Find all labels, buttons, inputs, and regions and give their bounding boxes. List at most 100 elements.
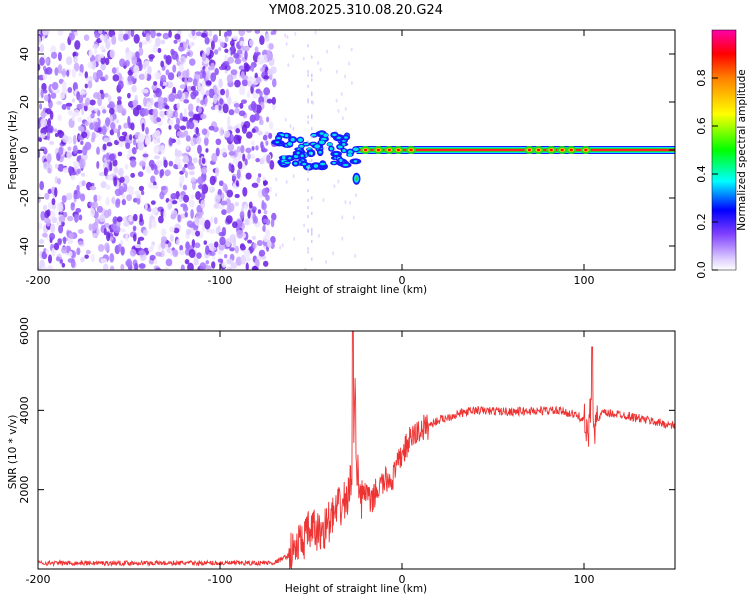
noise-blob (134, 190, 141, 196)
noise-blob (248, 39, 254, 47)
noise-blob (103, 92, 109, 98)
signal-blob (318, 150, 322, 154)
noise-blob (188, 121, 195, 130)
signal-blob (276, 137, 281, 140)
noise-blob (113, 128, 119, 134)
noise-blob (127, 30, 132, 37)
noise-blob (201, 166, 208, 175)
noise-blob (227, 56, 235, 64)
noise-blob (53, 242, 60, 251)
noise-blob (259, 158, 264, 165)
noise-blob (261, 187, 269, 198)
noise-blob (90, 112, 95, 119)
noise-blob (281, 243, 284, 248)
noise-blob (61, 88, 68, 95)
noise-blob (81, 131, 88, 139)
noise-blob (153, 145, 160, 155)
noise-blob (261, 202, 267, 211)
streak (311, 232, 313, 236)
noise-blob (60, 246, 67, 254)
noise-blob (76, 247, 81, 256)
signal-blob (332, 133, 337, 137)
noise-blob (137, 133, 145, 143)
noise-blob (158, 244, 162, 251)
noise-blob (271, 78, 277, 88)
noise-blob (92, 43, 99, 50)
noise-blob (109, 253, 115, 263)
noise-blob (206, 186, 214, 191)
noise-blob (166, 201, 172, 211)
noise-blob (54, 163, 59, 169)
noise-blob (91, 222, 97, 231)
noise-blob (322, 198, 325, 203)
noise-blob (232, 221, 238, 229)
noise-blob (236, 135, 242, 141)
noise-blob (38, 63, 41, 71)
signal-blob (287, 142, 293, 146)
noise-blob (182, 166, 186, 174)
noise-blob (58, 215, 66, 223)
noise-blob (234, 79, 241, 88)
colorbar-tick-label: 0.6 (695, 117, 708, 135)
noise-blob (197, 176, 204, 185)
noise-blob (340, 92, 343, 97)
noise-blob (90, 136, 95, 143)
noise-blob (245, 262, 249, 270)
noise-blob (236, 169, 241, 180)
noise-blob (151, 218, 157, 229)
noise-blob (266, 116, 270, 123)
noise-blob (214, 195, 221, 204)
noise-blob (349, 200, 352, 205)
noise-blob (160, 60, 165, 68)
noise-blob (104, 242, 110, 252)
noise-blob (143, 229, 148, 236)
noise-blob (255, 145, 259, 151)
noise-blob (230, 134, 234, 142)
noise-blob (292, 126, 295, 131)
noise-blob (190, 85, 196, 91)
noise-blob (53, 128, 58, 133)
noise-blob (226, 258, 233, 265)
noise-blob (147, 207, 152, 212)
noise-blob (163, 209, 167, 219)
noise-blob (129, 187, 134, 197)
noise-blob (128, 80, 133, 85)
noise-blob (205, 260, 210, 265)
streak (311, 116, 313, 120)
noise-blob (90, 207, 96, 217)
snr-frame (37, 330, 676, 570)
noise-blob (337, 179, 340, 184)
noise-blob (57, 238, 63, 245)
noise-blob (180, 203, 187, 208)
noise-blob (38, 198, 41, 203)
noise-blob (45, 248, 50, 255)
noise-blob (236, 229, 244, 239)
signal-blob (313, 164, 319, 169)
noise-blob (341, 116, 344, 121)
noise-blob (160, 39, 166, 45)
noise-blob (303, 223, 306, 228)
noise-blob (207, 69, 211, 79)
noise-blob (172, 200, 178, 205)
noise-blob (240, 254, 247, 265)
noise-blob (44, 192, 50, 200)
noise-blob (144, 70, 148, 81)
noise-blob (259, 119, 264, 126)
streak (311, 74, 313, 78)
noise-blob (254, 46, 259, 53)
noise-blob (57, 163, 65, 172)
heatmap-ylabel: Frequency (Hz) (7, 110, 19, 189)
noise-blob (240, 145, 245, 154)
noise-blob (217, 47, 222, 52)
noise-blob (201, 51, 207, 62)
noise-blob (233, 103, 240, 108)
noise-blob (93, 92, 100, 99)
noise-blob (160, 185, 167, 191)
noise-blob (43, 204, 47, 211)
noise-blob (138, 41, 143, 49)
noise-blob (119, 176, 125, 183)
noise-blob (253, 51, 261, 57)
noise-blob (81, 90, 86, 95)
noise-blob (97, 54, 102, 62)
noise-blob (230, 69, 238, 76)
